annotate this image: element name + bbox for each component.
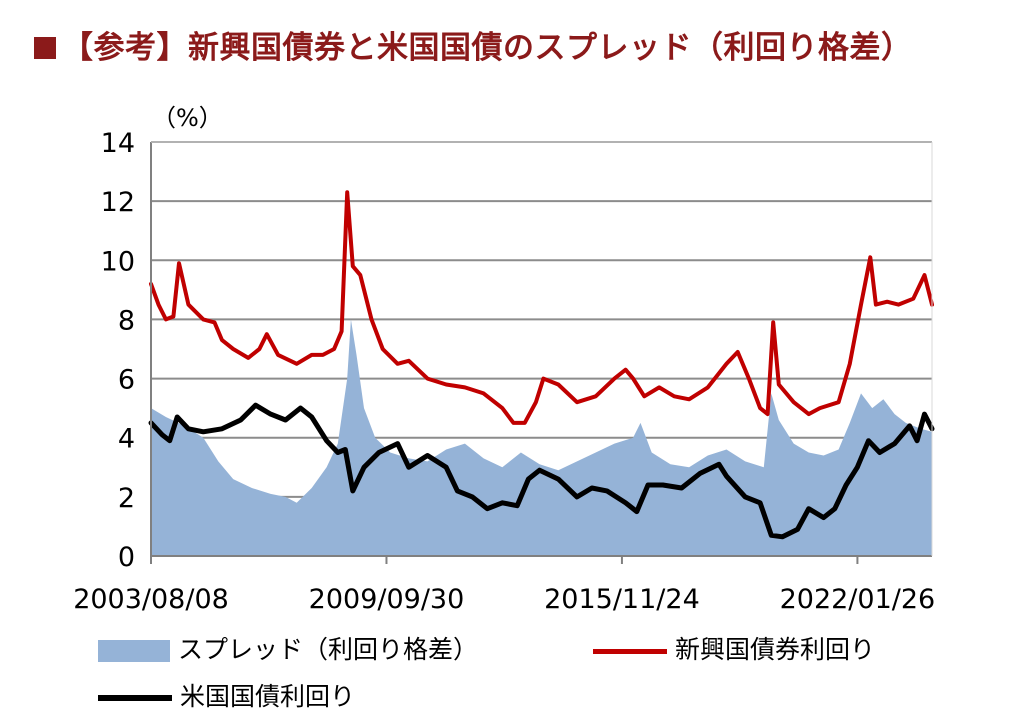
y-tick-label-8: 8 [118,305,135,336]
chart-grid [151,141,932,498]
legend-swatch-spread [98,640,170,662]
page-title: 【参考】新興国債券と米国国債のスプレッド（利回り格差） [34,22,913,67]
series-line-ust-yield [148,402,935,540]
y-tick-label-2: 2 [118,483,135,514]
x-tick-label-0: 2003/08/08 [73,584,229,615]
y-tick-label-12: 12 [101,187,135,218]
x-tick-label-1: 2009/09/30 [309,584,465,615]
y-tick-label-14: 14 [101,128,135,159]
legend-item-spread: スプレッド（利回り格差） [98,630,478,666]
legend-label-spread: スプレッド（利回り格差） [178,635,479,664]
y-axis-unit-label: （%） [152,104,223,132]
line-layer [148,190,935,540]
title-square-icon [34,37,56,59]
legend-item-ust: 米国国債利回り [98,677,355,713]
title-text: 【参考】新興国債券と米国国債のスプレッド（利回り格差） [62,30,913,66]
series-line-em-yield [149,190,934,425]
legend-swatch-em [593,648,667,654]
series-area-spread [151,319,932,556]
x-tick-label-2: 2015/11/24 [544,584,700,615]
chart-axes [150,141,933,564]
y-tick-label-10: 10 [101,246,135,277]
legend-label-ust: 米国国債利回り [180,682,356,711]
x-tick-labels: 2003/08/08 2009/09/30 2015/11/24 2022/01/26 [73,584,935,615]
legend-swatch-ust [98,695,172,701]
y-tick-label-0: 0 [118,542,135,573]
spread-area-layer [151,319,932,556]
legend-label-em: 新興国債券利回り [675,635,876,664]
x-tick-label-3: 2022/01/26 [780,584,936,615]
y-tick-label-6: 6 [118,365,135,396]
legend-item-em: 新興国債券利回り [593,630,875,666]
y-tick-labels: 0 2 4 6 8 10 12 14 [101,128,135,573]
y-tick-label-4: 4 [118,424,135,455]
